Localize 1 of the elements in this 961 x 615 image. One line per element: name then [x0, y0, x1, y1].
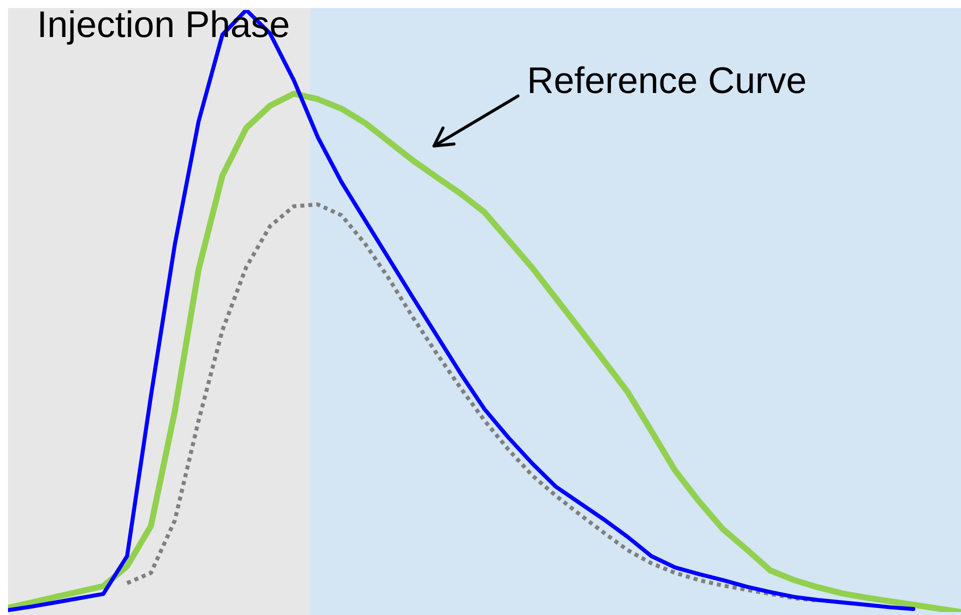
annotation: Reference Curve: [527, 60, 807, 102]
